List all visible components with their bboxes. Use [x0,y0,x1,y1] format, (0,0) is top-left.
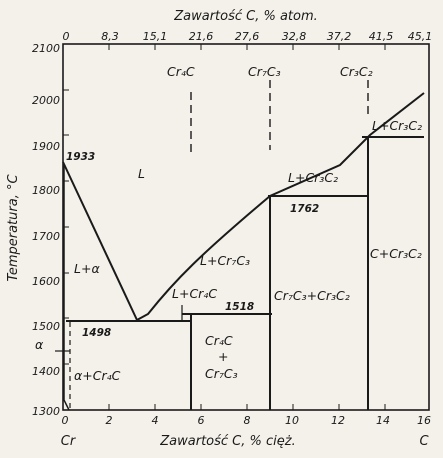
left-axis-title: Temperatura, °C [6,174,21,282]
top-tick: 21,6 [189,30,214,43]
left-tick: 1700 [32,230,60,243]
bottom-tick: 2 [106,414,113,427]
left-tick: 1400 [32,365,60,378]
bottom-right-label: C [419,434,429,449]
bottom-tick: 8 [244,414,251,427]
top-tick: 27,6 [235,30,260,43]
phase-boundaries [55,80,425,411]
phase-l-alpha: L+α [74,261,100,276]
phase-cr7c3: Cr₇C₃ [248,64,281,79]
phase-l-cr3c2-mid: L+Cr₃C₂ [288,170,338,185]
left-tick: 2100 [32,42,60,55]
top-tick: 15,1 [143,30,168,43]
phase-alpha-cr4c: α+Cr₄C [74,368,121,383]
phase-l-cr7c3: L+Cr₇C₃ [200,253,250,268]
phase-cr4c-cr7c3-top: Cr₄C [205,333,233,348]
top-tick: 41,5 [369,30,394,43]
bottom-tick: 4 [152,414,159,427]
bottom-tick: 16 [417,414,431,427]
top-tick: 37,2 [327,30,352,43]
bottom-tick: 10 [285,414,299,427]
alpha-solvus-line [63,165,70,411]
phase-cr4c-cr7c3-bottom: Cr₇C₃ [205,366,238,381]
plot-frame [62,43,430,411]
phase-alpha: α [35,337,44,352]
bottom-tick: 14 [376,414,390,427]
liquidus-left-line [62,161,138,321]
bottom-tick: 0 [62,414,69,427]
left-tick: 1600 [32,275,60,288]
bottom-axis-title: Zawartość C, % cięż. [159,434,295,449]
top-tick: 32,8 [282,30,307,43]
phase-cr4c: Cr₄C [167,64,195,79]
left-tick: 1800 [32,184,60,197]
phase-cr7c3-cr3c2: Cr₇C₃+Cr₃C₂ [274,288,350,303]
bottom-tick: 6 [198,414,205,427]
bottom-left-label: Cr [61,434,77,449]
temp-1518: 1518 [225,301,254,313]
top-axis-ticks [62,44,430,50]
top-tick: 45,1 [408,30,433,43]
phase-cr3c2: Cr₃C₂ [340,64,373,79]
temp-1762: 1762 [290,203,319,215]
bottom-axis-ticks [108,404,386,410]
left-tick: 1500 [32,320,60,333]
top-tick: 8,3 [101,30,119,43]
top-tick: 0 [63,30,70,43]
bottom-tick: 12 [331,414,345,427]
phase-l-cr4c: L+Cr₄C [172,286,217,301]
top-axis-title: Zawartość C, % atom. [173,9,318,24]
phase-c-cr3c2: C+Cr₃C₂ [370,246,422,261]
phase-l-cr3c2-right: L+Cr₃C₂ [372,118,422,133]
left-tick: 2000 [32,94,60,107]
phase-liquid: L [138,166,145,181]
temp-1498: 1498 [82,327,111,339]
left-tick: 1900 [32,140,60,153]
phase-cr4c-cr7c3-plus: + [218,349,228,364]
temp-1933: 1933 [66,151,95,163]
left-tick: 1300 [32,405,60,418]
